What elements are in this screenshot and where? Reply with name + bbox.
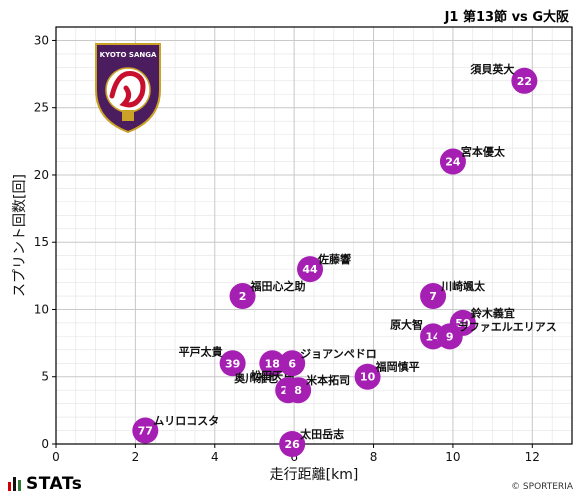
point-marker xyxy=(439,148,466,175)
x-tick-label: 8 xyxy=(370,450,378,464)
player-name: 奥川雅也 xyxy=(233,371,278,385)
player-number: 6 xyxy=(288,357,296,370)
player-name: 原大智 xyxy=(390,317,423,331)
x-tick-label: 0 xyxy=(52,450,60,464)
y-tick-label: 25 xyxy=(34,101,49,115)
player-number: 8 xyxy=(294,384,302,397)
player-name: 福田心之助 xyxy=(250,279,306,293)
x-tick-label: 2 xyxy=(132,450,140,464)
player-name: ジョアンペドロ xyxy=(300,347,377,360)
point-marker xyxy=(219,350,246,377)
point-marker xyxy=(132,417,159,444)
brand-name: STATs xyxy=(26,474,83,494)
player-number: 7 xyxy=(429,290,437,303)
team-logo: KYOTO SANGA xyxy=(95,43,161,134)
copyright-credit: © SPORTERIA xyxy=(511,482,573,492)
player-name: 須貝英大 xyxy=(469,62,514,76)
x-tick-label: 10 xyxy=(445,450,460,464)
player-number: 77 xyxy=(138,425,153,438)
player-name: 川崎颯太 xyxy=(440,279,486,293)
y-tick-label: 20 xyxy=(34,168,49,182)
crest-phoenix xyxy=(109,70,146,108)
point-marker xyxy=(259,350,286,377)
player-name: 佐藤響 xyxy=(317,252,351,266)
x-tick-label: 4 xyxy=(211,450,219,464)
player-number: 24 xyxy=(445,156,461,169)
player-name: 宮本優太 xyxy=(461,145,506,159)
player-number: 44 xyxy=(302,263,318,276)
player-name: ムリロコスタ xyxy=(153,415,219,428)
y-axis-label: スプリント回数[回] xyxy=(12,174,28,297)
player-point: 9 ラファエルエリアス xyxy=(436,320,557,350)
player-name: 平戸太貴 xyxy=(179,344,223,358)
player-number: 2 xyxy=(239,290,247,303)
player-name: 米本拓司 xyxy=(305,373,350,387)
stats-bars-icon xyxy=(8,477,21,491)
player-number: 22 xyxy=(517,75,532,88)
points-layer: 22須貝英大24宮本優太44佐藤響2福田心之助7川崎颯太50鈴木義宜14原大智9… xyxy=(132,62,557,457)
y-tick-label: 5 xyxy=(41,370,49,384)
point-marker xyxy=(511,67,538,94)
player-number: 18 xyxy=(265,357,280,370)
player-name: 鈴木義宜 xyxy=(471,306,515,320)
point-marker xyxy=(279,350,306,377)
player-name: 福岡慎平 xyxy=(375,360,420,374)
crest-gate xyxy=(122,110,134,121)
point-marker xyxy=(279,431,306,457)
point-marker xyxy=(354,363,381,390)
x-axis-label: 走行距離[km] xyxy=(270,466,359,483)
player-point: 6 ジョアンペドロ xyxy=(279,347,377,377)
y-tick-label: 15 xyxy=(34,235,49,249)
crest-text: KYOTO SANGA xyxy=(100,51,157,59)
player-name: ラファエルエリアス xyxy=(458,320,557,333)
x-tick-label: 6 xyxy=(290,450,298,464)
player-number: 39 xyxy=(225,357,240,370)
point-marker xyxy=(436,323,463,350)
y-tick-label: 0 xyxy=(41,437,49,451)
y-tick-label: 30 xyxy=(34,33,49,47)
player-number: 9 xyxy=(446,330,454,343)
point-marker xyxy=(297,256,324,283)
x-tick-label: 12 xyxy=(525,450,540,464)
match-title: J1 第13節 vs G大阪 xyxy=(444,10,569,25)
crest-banner xyxy=(100,48,156,59)
player-number: 10 xyxy=(360,371,376,384)
player-name: 太田岳志 xyxy=(299,427,344,441)
player-number: 50 xyxy=(455,317,471,330)
y-tick-label: 10 xyxy=(34,302,49,316)
player-number: 26 xyxy=(285,438,301,451)
stats-brand: STATs xyxy=(8,474,82,494)
point-marker xyxy=(229,283,256,310)
plot-frame xyxy=(55,26,573,445)
point-marker xyxy=(285,377,312,404)
point-marker xyxy=(420,283,447,310)
